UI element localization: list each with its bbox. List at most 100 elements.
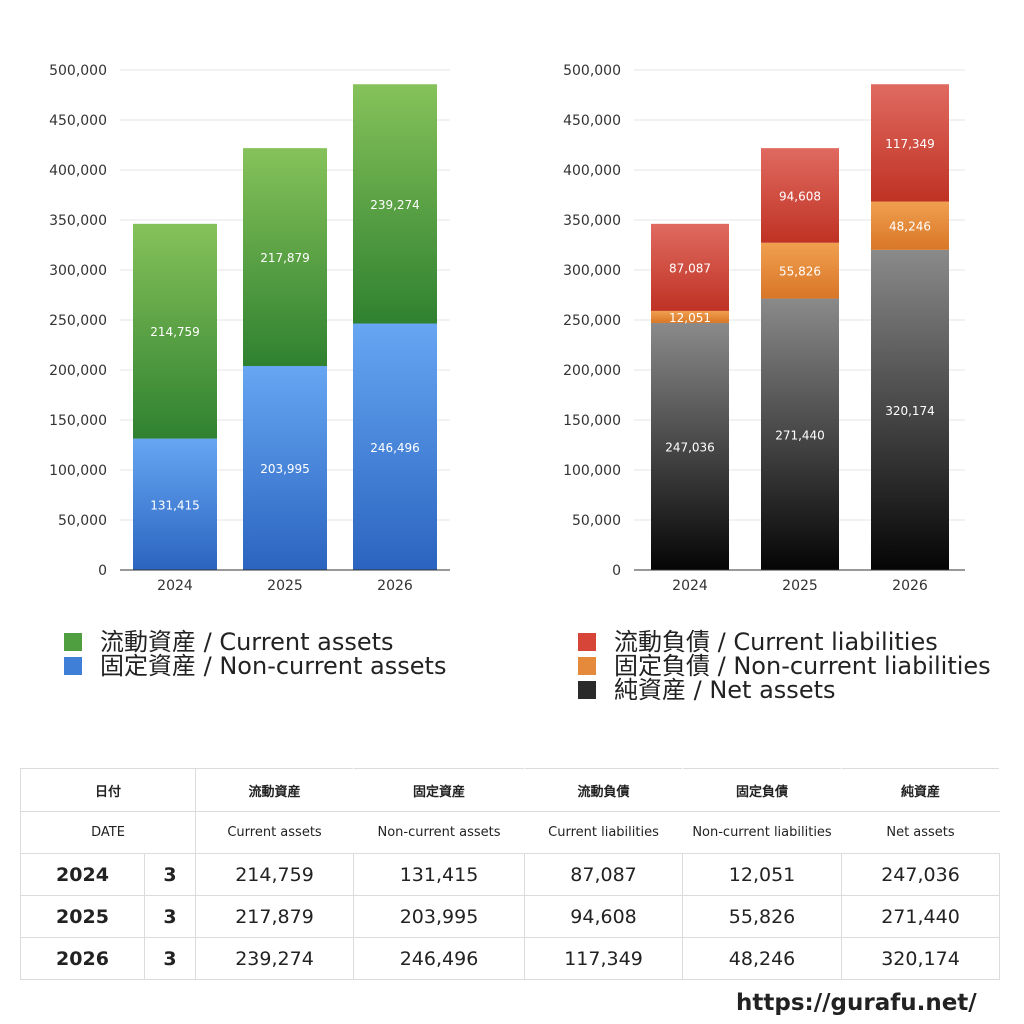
- header-current-liabilities-jp: 流動負債: [524, 768, 684, 812]
- bar-segment: [243, 366, 327, 570]
- liabilities-legend: 流動負債 / Current liabilities 固定負債 / Non-cu…: [578, 630, 991, 702]
- x-tick-label: 2025: [782, 578, 818, 594]
- x-tick-label: 2024: [157, 578, 193, 594]
- table-header-en: DATE Current assets Non-current assets C…: [19, 811, 1001, 854]
- header-current-assets-en: Current assets: [195, 811, 355, 854]
- y-tick-label: 250,000: [563, 313, 621, 329]
- header-net-assets-jp: 純資産: [841, 768, 1001, 812]
- legend-item-current-liabilities: 流動負債 / Current liabilities: [578, 630, 991, 654]
- y-tick-label: 500,000: [563, 63, 621, 79]
- cell-month: 3: [143, 853, 197, 896]
- cell-current-liabilities: 117,349: [524, 937, 684, 980]
- cell-current-assets: 214,759: [195, 853, 355, 896]
- y-tick-label: 0: [612, 563, 621, 579]
- bar-value-label: 203,995: [260, 462, 310, 476]
- cell-non-current-liabilities: 55,826: [682, 895, 843, 938]
- bar-value-label: 246,496: [370, 441, 420, 455]
- cell-current-assets: 217,879: [195, 895, 355, 938]
- cell-year: 2024: [20, 853, 145, 896]
- legend-swatch: [578, 681, 596, 699]
- financial-table: 日付 流動資産 固定資産 流動負債 固定負債 純資産 DATE Current …: [19, 768, 1001, 980]
- footer-url[interactable]: https://gurafu.net/: [736, 990, 977, 1016]
- legend-item-net-assets: 純資産 / Net assets: [578, 678, 991, 702]
- bar-value-label: 247,036: [665, 440, 715, 454]
- bar-value-label: 271,440: [775, 428, 825, 442]
- legend-swatch: [64, 657, 82, 675]
- header-current-assets-jp: 流動資産: [195, 768, 355, 812]
- y-tick-label: 250,000: [49, 313, 107, 329]
- legend-item-non-current-liabilities: 固定負債 / Non-current liabilities: [578, 654, 991, 678]
- header-date-en: DATE: [19, 811, 197, 854]
- cell-net-assets: 271,440: [841, 895, 1001, 938]
- header-non-current-assets-jp: 固定資産: [353, 768, 526, 812]
- legend-swatch: [578, 657, 596, 675]
- y-tick-label: 450,000: [49, 113, 107, 129]
- cell-non-current-assets: 203,995: [353, 895, 526, 938]
- bar-value-label: 320,174: [885, 404, 935, 418]
- cell-current-liabilities: 94,608: [524, 895, 684, 938]
- bar-segment: [353, 323, 437, 570]
- x-tick-label: 2026: [892, 578, 928, 594]
- cell-non-current-liabilities: 48,246: [682, 937, 843, 980]
- y-tick-label: 100,000: [49, 463, 107, 479]
- cell-month: 3: [143, 895, 197, 938]
- y-tick-label: 350,000: [563, 213, 621, 229]
- assets-legend: 流動資産 / Current assets 固定資産 / Non-current…: [64, 630, 446, 678]
- bar-value-label: 131,415: [150, 498, 200, 512]
- cell-current-assets: 239,274: [195, 937, 355, 980]
- legend-label: 純資産 / Net assets: [614, 676, 836, 704]
- bar-segment: [651, 322, 729, 570]
- bar-value-label: 217,879: [260, 251, 310, 265]
- y-tick-label: 500,000: [49, 63, 107, 79]
- legend-swatch: [64, 633, 82, 651]
- legend-label: 流動資産 / Current assets: [100, 628, 394, 656]
- cell-month: 3: [143, 937, 197, 980]
- y-tick-label: 400,000: [563, 163, 621, 179]
- bar-value-label: 239,274: [370, 198, 420, 212]
- bar-value-label: 12,051: [669, 311, 711, 325]
- table-row: 2024 3 214,759 131,415 87,087 12,051 247…: [20, 853, 1001, 896]
- y-tick-label: 350,000: [49, 213, 107, 229]
- bar-segment: [353, 84, 437, 324]
- bar-segment: [133, 438, 217, 570]
- header-current-liabilities-en: Current liabilities: [524, 811, 684, 854]
- bar-segment: [133, 223, 217, 439]
- y-tick-label: 200,000: [49, 363, 107, 379]
- bar-value-label: 214,759: [150, 325, 200, 339]
- cell-current-liabilities: 87,087: [524, 853, 684, 896]
- bar-segment: [243, 148, 327, 367]
- assets-chart: 0 50,000 100,000 150,000 200,000 250,000 300,0…: [49, 63, 450, 594]
- legend-label: 固定負債 / Non-current liabilities: [614, 652, 991, 680]
- bar-value-label: 117,349: [885, 137, 935, 151]
- header-non-current-liabilities-en: Non-current liabilities: [682, 811, 843, 854]
- y-tick-label: 450,000: [563, 113, 621, 129]
- bar-segment: [761, 242, 839, 299]
- x-tick-label: 2025: [267, 578, 303, 594]
- bar-segment: [761, 298, 839, 570]
- table-row: 2025 3 217,879 203,995 94,608 55,826 271…: [20, 895, 1001, 938]
- table-row: 2026 3 239,274 246,496 117,349 48,246 32…: [20, 937, 1001, 980]
- y-tick-label: 300,000: [563, 263, 621, 279]
- y-tick-label: 100,000: [563, 463, 621, 479]
- bar-segment: [871, 249, 949, 571]
- y-tick-label: 0: [98, 563, 107, 579]
- cell-non-current-liabilities: 12,051: [682, 853, 843, 896]
- legend-label: 流動負債 / Current liabilities: [614, 628, 938, 656]
- x-tick-label: 2026: [377, 578, 413, 594]
- y-tick-label: 50,000: [572, 513, 621, 529]
- legend-item-non-current-assets: 固定資産 / Non-current assets: [64, 654, 446, 678]
- cell-year: 2026: [20, 937, 145, 980]
- legend-item-current-assets: 流動資産 / Current assets: [64, 630, 446, 654]
- legend-swatch: [578, 633, 596, 651]
- bar-value-label: 55,826: [779, 265, 821, 279]
- header-net-assets-en: Net assets: [841, 811, 1001, 854]
- cell-net-assets: 247,036: [841, 853, 1001, 896]
- header-non-current-assets-en: Non-current assets: [353, 811, 526, 854]
- header-date-jp: 日付: [19, 768, 197, 812]
- bar-segment: [651, 223, 729, 311]
- y-tick-label: 150,000: [49, 413, 107, 429]
- legend-label: 固定資産 / Non-current assets: [100, 652, 447, 680]
- charts-canvas: 0 50,000 100,000 150,000 200,000 250,000 300,0…: [49, 63, 965, 594]
- y-tick-label: 150,000: [563, 413, 621, 429]
- bar-segment: [761, 148, 839, 243]
